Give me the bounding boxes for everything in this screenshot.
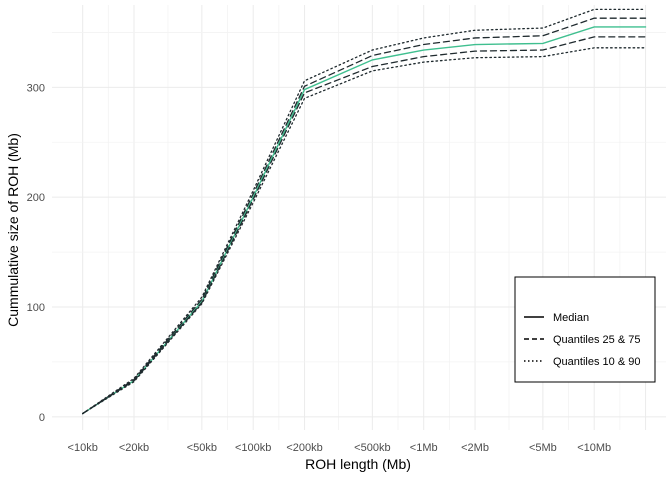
- y-axis-title: Cummulative size of ROH (Mb): [5, 133, 21, 327]
- x-tick-label: <100kb: [235, 442, 271, 454]
- series-line-dashed-1: [82, 36, 647, 415]
- y-tick-label: 200: [27, 192, 45, 204]
- y-tick-label: 100: [27, 302, 45, 314]
- y-tick-label: 300: [27, 82, 45, 94]
- x-tick-label: <200kb: [286, 442, 322, 454]
- x-tick-label: <2Mb: [461, 442, 489, 454]
- series-line-dotted-4: [82, 8, 647, 415]
- legend: Median Quantiles 25 & 75 Quantiles 10 & 90: [514, 276, 656, 383]
- legend-box: [514, 276, 656, 383]
- x-tick-label: <10Mb: [577, 442, 611, 454]
- y-tick-label: 0: [39, 412, 45, 424]
- series-lines: [81, 8, 647, 415]
- y-axis-ticks: 0 100 200 300: [27, 82, 45, 423]
- x-tick-label: <20kb: [119, 442, 149, 454]
- legend-label: Median: [553, 312, 589, 324]
- x-tick-label: <50kb: [187, 442, 217, 454]
- series-line-dashed-2: [82, 17, 647, 415]
- x-axis-ticks: <10kb <20kb <50kb <100kb <200kb <500kb <1Mb <2M…: [68, 442, 612, 454]
- x-tick-label: <1Mb: [410, 442, 438, 454]
- legend-label: Quantiles 10 & 90: [553, 356, 640, 368]
- legend-label: Quantiles 25 & 75: [553, 334, 640, 346]
- x-axis-title: ROH length (Mb): [305, 456, 411, 472]
- x-tick-label: <10kb: [68, 442, 98, 454]
- x-tick-label: <500kb: [354, 442, 390, 454]
- x-tick-label: <5Mb: [529, 442, 557, 454]
